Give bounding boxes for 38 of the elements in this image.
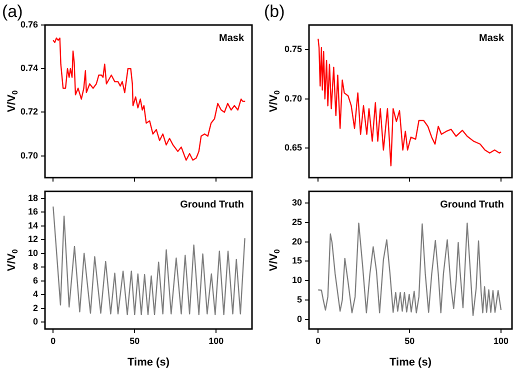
annotation: Ground Truth (440, 199, 504, 210)
x-tick-label: 100 (208, 336, 224, 346)
chart-title: (b) (264, 2, 285, 21)
y-tick-label: 18 (28, 192, 38, 203)
y-tick-label: 4 (32, 289, 38, 300)
y-tick-label: 10 (28, 248, 38, 258)
x-axis-title: Time (s) (390, 356, 432, 368)
y-tick-label: 0.70 (284, 93, 302, 104)
y-tick-label: 5 (296, 294, 302, 304)
y-tick-label: 0.72 (20, 106, 38, 117)
annotation: Mask (218, 33, 244, 44)
x-axis-title: Time (s) (128, 356, 170, 368)
y-tick-label: 10 (292, 275, 302, 286)
x-tick-label: 50 (404, 336, 415, 346)
y-tick-label: 8 (32, 262, 38, 272)
y-tick-label: 2 (32, 302, 38, 313)
x-tick-label: 0 (50, 336, 56, 346)
y-tick-label: 0.76 (20, 19, 38, 30)
y-tick-label: 0 (296, 314, 302, 324)
y-tick-label: 20 (292, 236, 302, 246)
y-tick-label: 0.70 (20, 150, 38, 160)
y-tick-label: 0.74 (20, 63, 38, 74)
y-tick-label: 30 (292, 198, 302, 208)
x-tick-label: 0 (316, 336, 321, 346)
y-tick-label: 12 (28, 234, 38, 244)
y-tick-label: 25 (292, 216, 302, 227)
y-tick-label: 14 (28, 220, 38, 230)
x-tick-label: 100 (494, 336, 509, 346)
y-tick-label: 0 (32, 316, 38, 327)
annotation: Ground Truth (180, 199, 244, 210)
y-tick-label: 6 (32, 275, 38, 286)
y-tick-label: 16 (28, 206, 38, 217)
y-tick-label: 15 (292, 256, 302, 266)
y-tick-label: 0.65 (284, 142, 302, 153)
annotation: Mask (478, 33, 504, 44)
x-tick-label: 50 (130, 336, 140, 346)
chart-title: (a) (2, 2, 23, 21)
y-tick-label: 0.75 (284, 44, 302, 54)
